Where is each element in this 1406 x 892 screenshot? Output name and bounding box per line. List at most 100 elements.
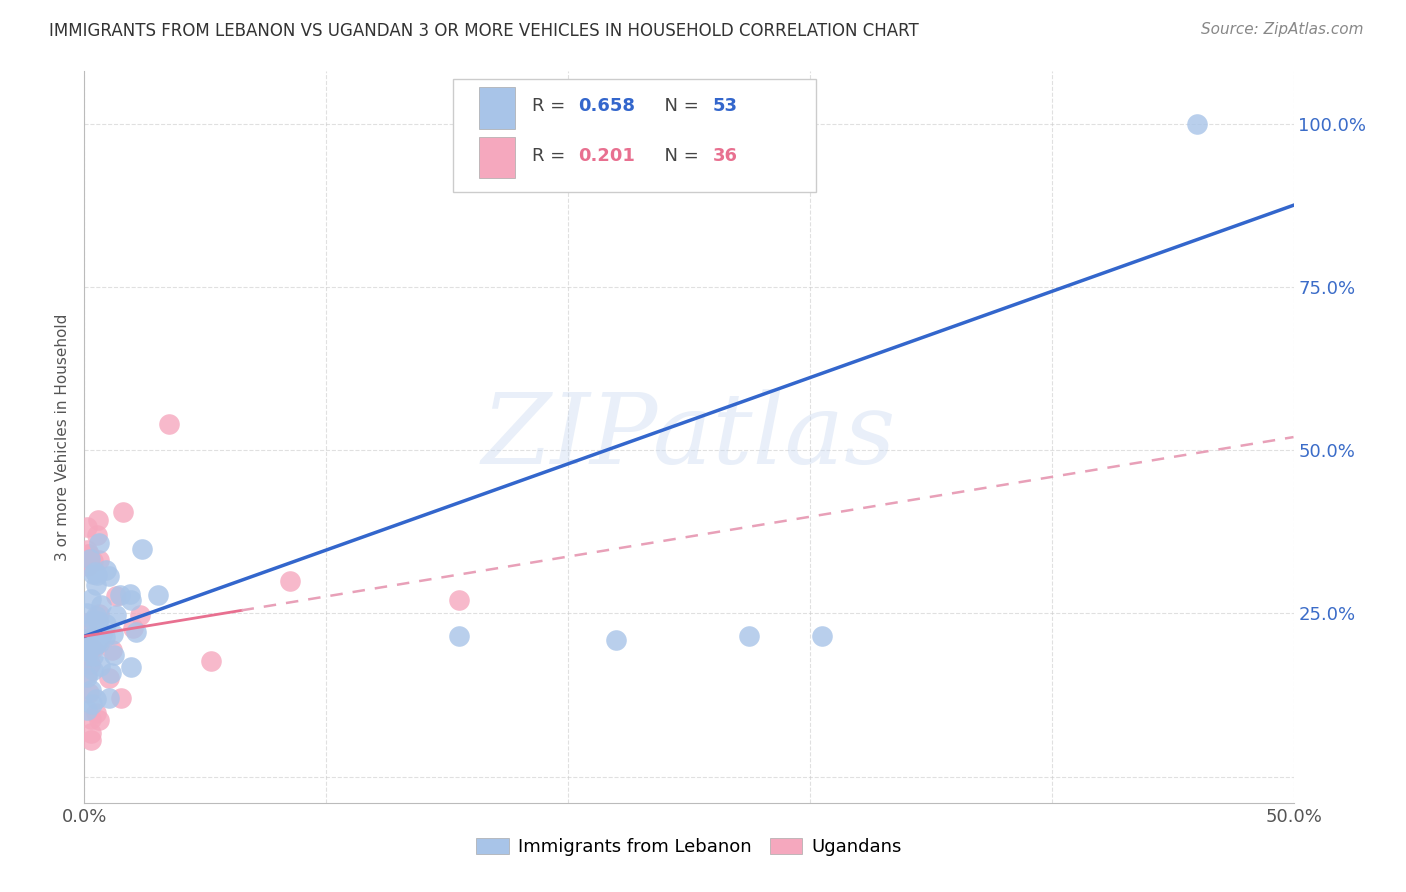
Point — [86, 636, 108, 650]
Point — [108, 588, 131, 602]
Point — [82, 649, 104, 664]
Point — [110, 690, 132, 705]
Point — [77, 632, 100, 646]
Point — [76, 640, 98, 654]
Point — [605, 632, 627, 647]
Point — [131, 541, 153, 556]
Point — [76, 606, 98, 620]
Point — [86, 527, 108, 541]
Point — [121, 622, 143, 636]
Point — [84, 608, 107, 623]
Text: 0.201: 0.201 — [578, 146, 634, 165]
Point — [80, 725, 103, 739]
Point — [89, 552, 111, 566]
Point — [91, 627, 114, 641]
Point — [87, 636, 110, 650]
Point — [811, 629, 834, 643]
Point — [76, 542, 98, 557]
Point — [104, 608, 127, 623]
Point — [80, 683, 103, 698]
Point — [86, 568, 108, 582]
Text: 36: 36 — [713, 146, 738, 165]
Point — [79, 657, 101, 671]
Point — [76, 615, 98, 630]
Point — [112, 505, 135, 519]
Point — [278, 574, 301, 588]
Point — [84, 578, 107, 592]
Point — [125, 625, 148, 640]
Point — [76, 703, 98, 717]
Point — [101, 642, 124, 657]
Point — [129, 607, 152, 622]
Point — [105, 590, 128, 604]
Point — [157, 417, 180, 431]
Text: R =: R = — [531, 97, 571, 115]
Point — [80, 712, 103, 726]
Point — [449, 629, 471, 643]
Point — [738, 629, 761, 643]
Point — [89, 535, 111, 549]
Point — [76, 667, 98, 681]
Point — [103, 648, 125, 663]
Point — [449, 593, 471, 607]
Point — [120, 593, 142, 607]
Point — [83, 566, 105, 580]
FancyBboxPatch shape — [478, 136, 515, 178]
Point — [101, 626, 124, 640]
Point — [94, 563, 117, 577]
Text: ZIPatlas: ZIPatlas — [482, 390, 896, 484]
Point — [76, 520, 98, 534]
Point — [86, 633, 108, 648]
Text: 0.658: 0.658 — [578, 97, 634, 115]
Point — [120, 659, 142, 673]
Point — [79, 591, 101, 606]
Text: N =: N = — [652, 97, 704, 115]
Point — [79, 552, 101, 566]
Point — [77, 686, 100, 700]
Point — [80, 697, 103, 711]
Point — [97, 671, 120, 685]
Point — [98, 691, 121, 706]
Point — [87, 713, 110, 727]
Point — [83, 631, 105, 645]
Point — [84, 692, 107, 706]
Point — [82, 553, 104, 567]
Point — [79, 657, 101, 671]
Text: R =: R = — [531, 146, 571, 165]
Point — [94, 630, 117, 644]
Point — [76, 648, 98, 663]
Point — [79, 642, 101, 657]
FancyBboxPatch shape — [453, 78, 815, 192]
Point — [89, 658, 111, 673]
Point — [96, 617, 118, 632]
FancyBboxPatch shape — [478, 87, 515, 129]
Text: IMMIGRANTS FROM LEBANON VS UGANDAN 3 OR MORE VEHICLES IN HOUSEHOLD CORRELATION C: IMMIGRANTS FROM LEBANON VS UGANDAN 3 OR … — [49, 22, 920, 40]
Point — [79, 732, 101, 747]
Point — [89, 607, 111, 621]
Point — [87, 513, 110, 527]
Y-axis label: 3 or more Vehicles in Household: 3 or more Vehicles in Household — [55, 313, 70, 561]
Point — [120, 586, 142, 600]
Point — [82, 663, 104, 677]
Point — [100, 666, 122, 681]
Point — [80, 642, 103, 657]
Point — [87, 615, 110, 629]
Point — [87, 614, 110, 628]
Text: N =: N = — [652, 146, 704, 165]
Point — [76, 670, 98, 684]
Text: 53: 53 — [713, 97, 738, 115]
Point — [148, 588, 170, 602]
Point — [1185, 117, 1208, 131]
Text: Source: ZipAtlas.com: Source: ZipAtlas.com — [1201, 22, 1364, 37]
Legend: Immigrants from Lebanon, Ugandans: Immigrants from Lebanon, Ugandans — [470, 830, 908, 863]
Point — [77, 547, 100, 561]
Point — [86, 706, 108, 720]
Point — [84, 637, 107, 651]
Point — [200, 654, 222, 668]
Point — [77, 558, 100, 573]
Point — [77, 547, 100, 561]
Point — [90, 598, 112, 612]
Point — [82, 613, 104, 627]
Point — [82, 642, 104, 657]
Point — [77, 624, 100, 638]
